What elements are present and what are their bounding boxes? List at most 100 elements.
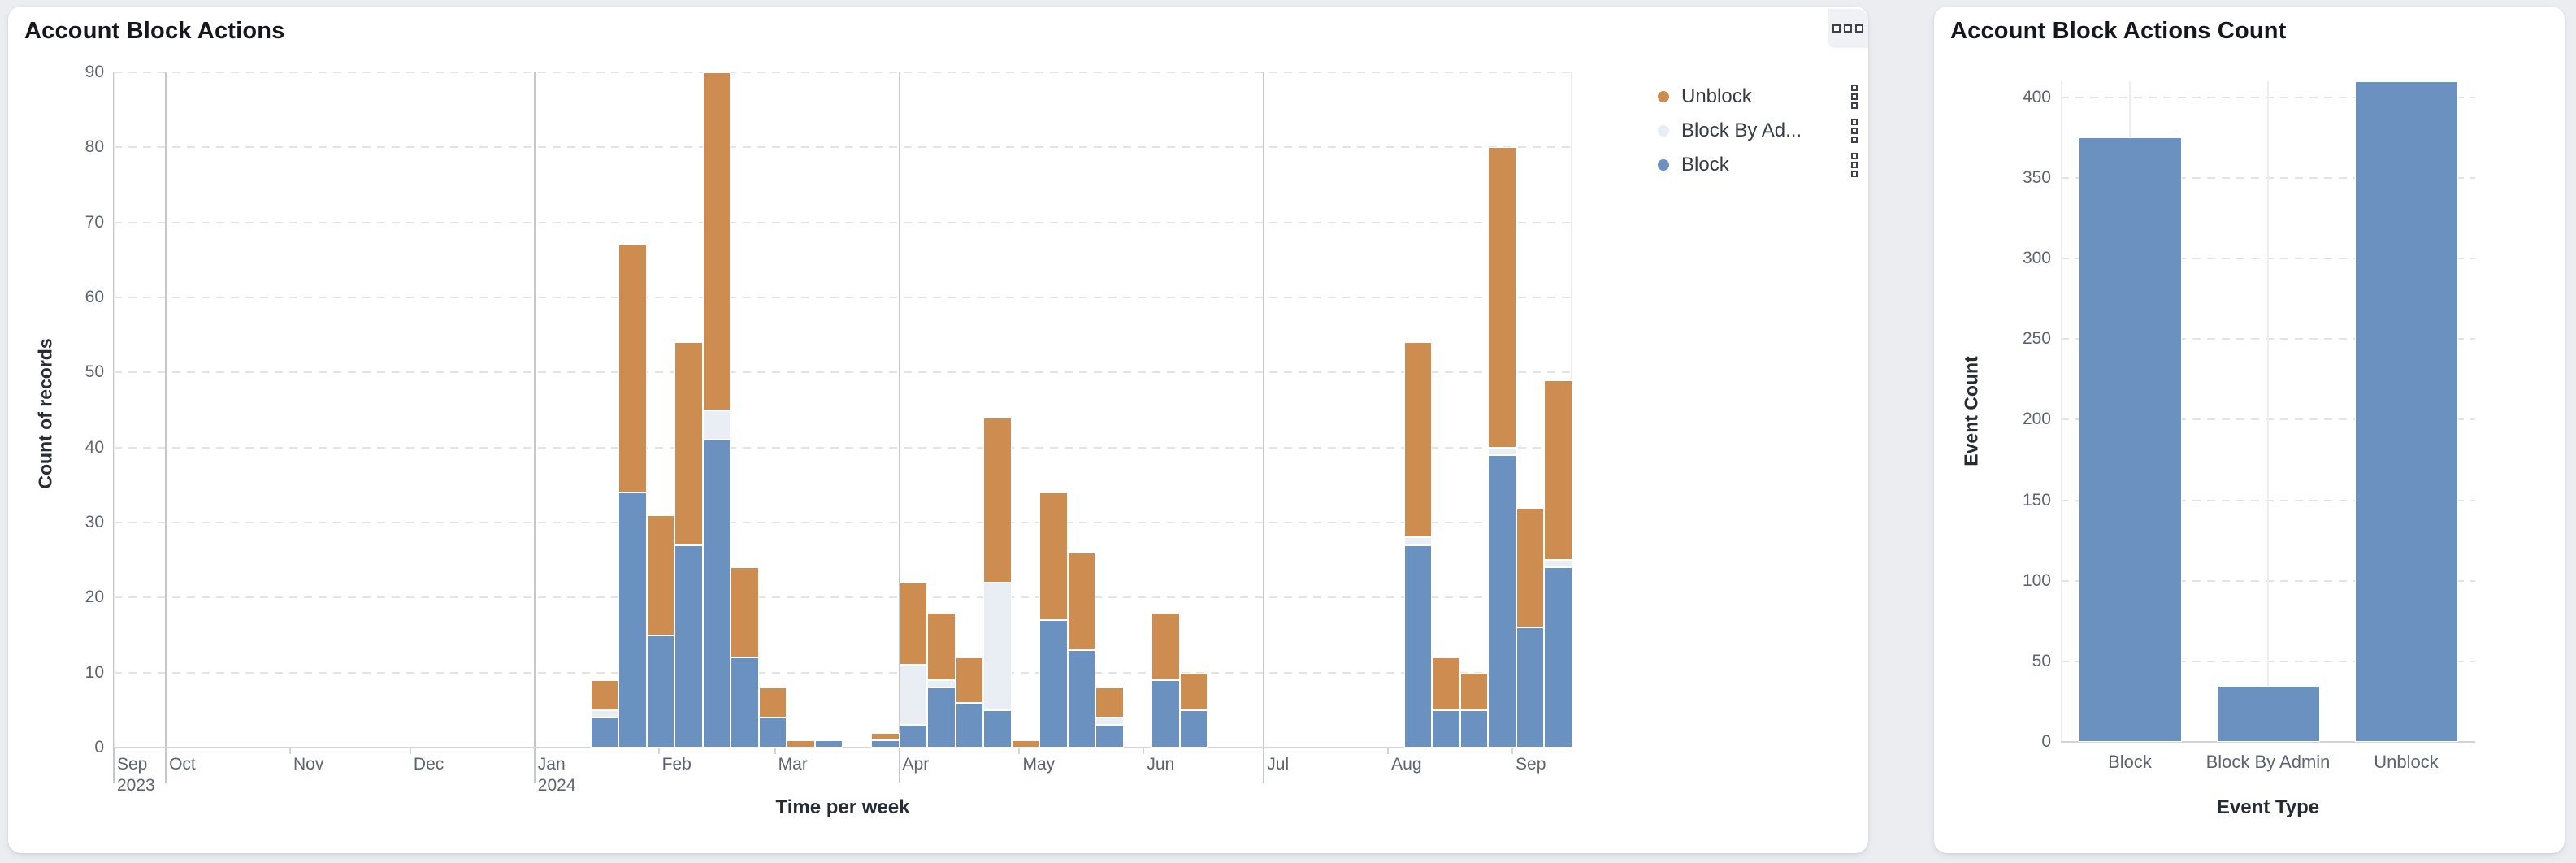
x-axis-title-left: Time per week <box>775 796 910 818</box>
bar-week-2024-08-26[interactable] <box>1488 72 1516 748</box>
unblock-segment <box>1067 552 1096 650</box>
bar-week-2024-04-01[interactable] <box>899 72 928 748</box>
block-segment <box>1516 627 1545 748</box>
bar-week-2024-01-22[interactable] <box>618 72 647 748</box>
block-segment <box>1151 679 1180 748</box>
x-tick-label-Sep: Sep 2023 <box>117 755 155 795</box>
y-tick-label: 300 <box>2022 249 2051 268</box>
bar-week-2024-09-09[interactable] <box>1544 72 1572 748</box>
band-gridline-1 <box>2267 81 2269 742</box>
bar-week-2024-08-12[interactable] <box>1432 72 1460 748</box>
month-tick-Feb <box>657 748 660 754</box>
bar-week-2024-03-25[interactable] <box>871 72 900 748</box>
bar-week-2024-01-29[interactable] <box>646 72 675 748</box>
block-segment <box>1544 567 1572 748</box>
time-series-plot-area: 0 10 20 30 40 50 60 70 80 90 Sep 2023 Oct Nov Dec Jan 20… <box>85 63 1572 795</box>
unblock-segment <box>1151 612 1180 680</box>
x-tick-label-Feb: Feb <box>661 755 692 774</box>
unblock-segment <box>955 657 984 703</box>
unblock-segment <box>1179 672 1208 710</box>
y-axis-title-right: Event Count <box>1960 356 1982 466</box>
unblock-segment <box>1432 657 1460 710</box>
bar-week-2024-01-15[interactable] <box>590 72 619 748</box>
bar-week-2024-02-05[interactable] <box>674 72 703 748</box>
right-panel-title: Account Block Actions Count <box>1950 18 2287 44</box>
bar-week-2024-04-29[interactable] <box>1011 72 1040 748</box>
bar-week-2024-04-08[interactable] <box>927 72 956 748</box>
bar-week-2024-08-19[interactable] <box>1459 72 1489 748</box>
legend-item-menu-icon[interactable] <box>1851 119 1858 143</box>
gridline-y-70 <box>114 221 1572 223</box>
unblock-segment <box>1516 507 1545 628</box>
y-tick-label: 10 <box>85 662 104 682</box>
x-category-label-block-by-admin: Block By Admin <box>2205 752 2331 772</box>
bar-week-2024-08-05[interactable] <box>1403 72 1433 748</box>
x-tick-label-Apr: Apr <box>902 755 930 774</box>
block-by-admin-segment <box>983 582 1012 710</box>
unblock-segment <box>590 679 619 710</box>
bar-week-2024-04-15[interactable] <box>955 72 984 748</box>
block-by-admin-segment <box>1403 537 1433 545</box>
plot-left-border <box>2061 81 2062 742</box>
y-tick-label: 80 <box>85 137 104 157</box>
x-tick-label-Jul: Jul <box>1267 755 1290 774</box>
block-segment <box>618 492 647 748</box>
block-segment <box>1459 709 1489 748</box>
unblock-segment <box>618 245 647 493</box>
bar-week-2024-05-13[interactable] <box>1067 72 1096 748</box>
bar-week-2024-05-20[interactable] <box>1095 72 1124 748</box>
bar-week-2024-06-10[interactable] <box>1179 72 1208 748</box>
bar-unblock[interactable] <box>2354 81 2458 742</box>
block-by-admin-segment <box>1095 718 1124 726</box>
plot-left-border <box>114 72 115 748</box>
gridline-y-10 <box>114 671 1572 674</box>
legend-item-block-by-admin[interactable]: Block By Ad... <box>1651 114 1859 148</box>
block-by-admin-color-dot <box>1658 125 1669 137</box>
unblock-segment <box>646 514 675 635</box>
bar-week-2024-02-19[interactable] <box>731 72 759 748</box>
unblock-segment <box>702 72 731 410</box>
block-segment <box>983 709 1012 748</box>
x-axis-title-right: Event Type <box>2216 796 2320 818</box>
x-tick-label-Dec: Dec <box>413 755 445 774</box>
legend-item-menu-icon[interactable] <box>1851 85 1858 109</box>
unblock-segment <box>983 417 1012 583</box>
block-by-admin-segment <box>590 709 619 718</box>
legend-item-block[interactable]: Block <box>1651 148 1859 182</box>
three-squares-icon <box>1855 24 1863 33</box>
x-category-label-unblock: Unblock <box>2374 752 2439 772</box>
legend-item-menu-icon[interactable] <box>1851 153 1858 177</box>
month-tick-Jun <box>1143 748 1145 754</box>
bar-week-2024-06-03[interactable] <box>1151 72 1180 748</box>
quarter-gridline-Oct <box>165 72 167 783</box>
legend-label: Unblock <box>1681 85 1752 107</box>
y-tick-label: 20 <box>85 588 104 607</box>
unblock-segment <box>787 739 815 748</box>
bar-week-2024-02-12[interactable] <box>702 72 731 748</box>
month-tick-May <box>1018 748 1021 754</box>
unblock-segment <box>731 567 759 658</box>
block-by-admin-segment <box>1544 560 1572 568</box>
legend-item-unblock[interactable]: Unblock <box>1651 80 1859 114</box>
block-segment <box>1179 709 1208 748</box>
bar-week-2024-04-22[interactable] <box>983 72 1012 748</box>
bar-week-2024-02-26[interactable] <box>758 72 787 748</box>
bar-week-2024-05-06[interactable] <box>1039 72 1068 748</box>
y-tick-label: 50 <box>2032 651 2051 670</box>
bar-week-2024-03-04[interactable] <box>787 72 815 748</box>
panel-account-block-actions: Account Block Actions Unblock Block By A… <box>8 7 1868 853</box>
y-tick-label: 40 <box>85 437 104 457</box>
bar-week-2024-03-11[interactable] <box>814 72 843 748</box>
y-tick-label: 0 <box>2041 732 2051 751</box>
y-tick-label: 90 <box>85 63 104 81</box>
gridline-y-80 <box>114 146 1572 149</box>
gridline-y-60 <box>114 297 1572 298</box>
y-tick-label: 30 <box>85 513 104 531</box>
y-tick-label: 350 <box>2022 167 2051 187</box>
bar-block[interactable] <box>2078 137 2182 742</box>
gridline-y-50 <box>114 371 1572 374</box>
block-segment <box>758 718 787 748</box>
bar-week-2024-09-02[interactable] <box>1516 72 1545 748</box>
panel-menu-button[interactable] <box>1828 9 1868 48</box>
bar-block-by-admin[interactable] <box>2216 685 2320 742</box>
